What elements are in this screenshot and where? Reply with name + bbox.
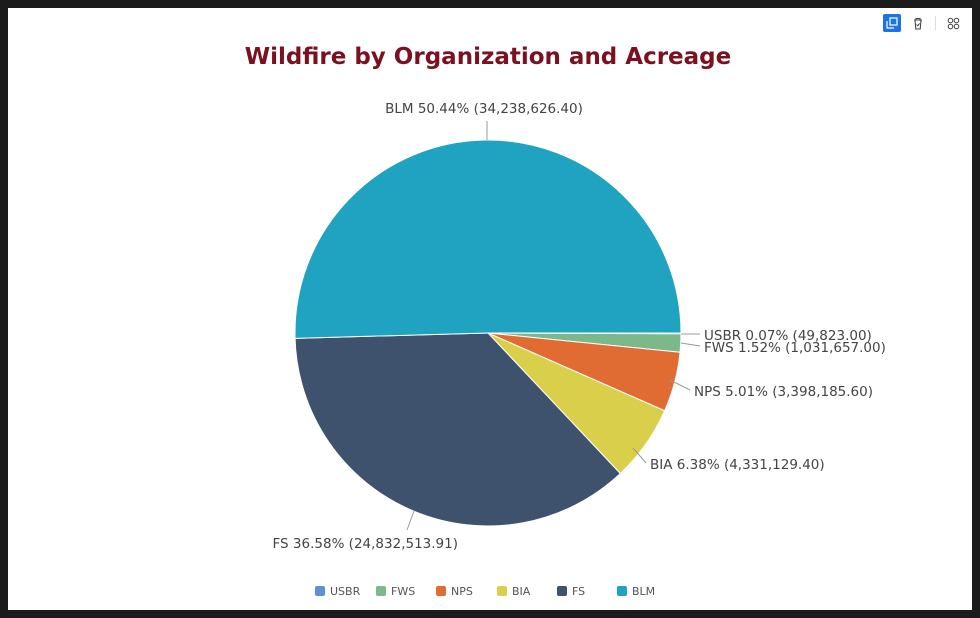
leader-line-fws	[680, 342, 701, 347]
legend-item-usbr[interactable]: USBR	[315, 585, 361, 598]
data-label-blm: BLM 50.44% (34,238,626.40)	[385, 101, 583, 117]
focus-mode-icon[interactable]	[883, 14, 901, 32]
leader-line-nps	[669, 379, 691, 391]
legend-label: BIA	[512, 585, 531, 598]
legend-label: FS	[572, 585, 585, 598]
legend-item-bia[interactable]: BIA	[497, 585, 531, 598]
legend-item-fs[interactable]: FS	[557, 585, 585, 598]
chart-title: Wildfire by Organization and Acreage	[245, 44, 732, 70]
legend-swatch	[436, 586, 446, 596]
pie-slice-blm[interactable]	[294, 139, 682, 339]
legend-swatch	[557, 586, 567, 596]
data-label-fs: FS 36.58% (24,832,513.91)	[273, 536, 458, 552]
legend-item-nps[interactable]: NPS	[436, 585, 473, 598]
legend-label: USBR	[330, 585, 361, 598]
visual-toolbar	[883, 14, 962, 32]
legend-swatch	[315, 586, 325, 596]
leader-line-fs	[406, 510, 415, 531]
toolbar-divider	[935, 16, 936, 30]
legend-label: FWS	[391, 585, 415, 598]
leader-line-bia	[632, 447, 647, 464]
filter-icon[interactable]	[909, 14, 927, 32]
data-label-fws: FWS 1.52% (1,031,657.00)	[704, 340, 886, 356]
more-options-icon[interactable]	[944, 14, 962, 32]
legend-label: BLM	[632, 585, 655, 598]
legend-item-fws[interactable]: FWS	[376, 585, 415, 598]
legend-label: NPS	[451, 585, 473, 598]
legend-swatch	[497, 586, 507, 596]
data-label-bia: BIA 6.38% (4,331,129.40)	[650, 457, 825, 473]
data-label-usbr: USBR 0.07% (49,823.00)	[704, 328, 872, 344]
legend-swatch	[376, 586, 386, 596]
legend-swatch	[617, 586, 627, 596]
legend-item-blm[interactable]: BLM	[617, 585, 655, 598]
data-label-nps: NPS 5.01% (3,398,185.60)	[694, 384, 873, 400]
